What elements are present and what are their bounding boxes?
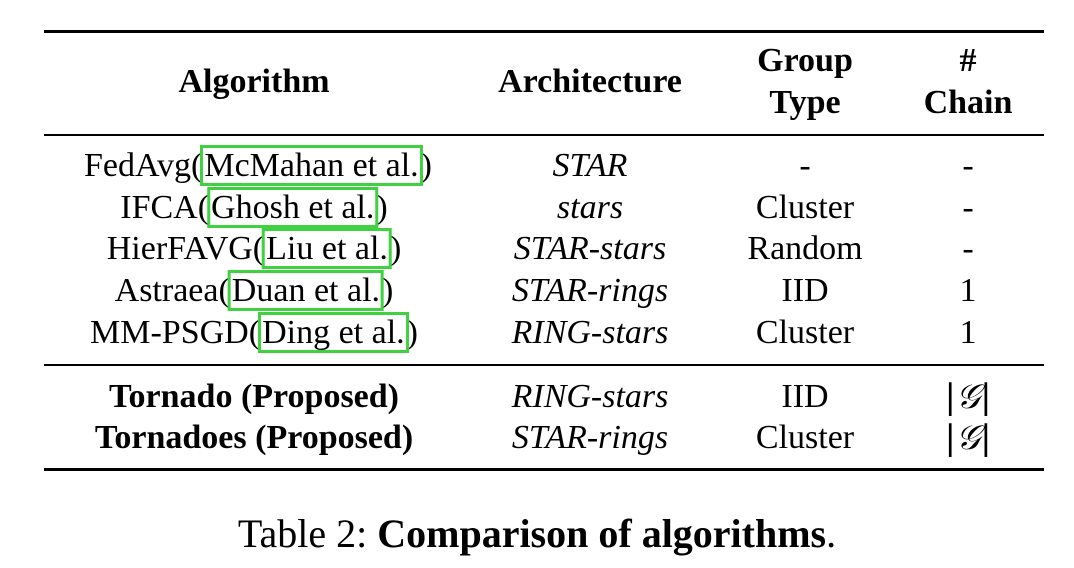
row-architecture: RING-stars (511, 314, 669, 351)
row-architecture: STAR-stars (513, 230, 667, 267)
row-architecture: STAR-rings (511, 272, 669, 309)
caption-label: Table 2: (237, 511, 378, 556)
caption-period: . (826, 511, 837, 556)
header-algorithm: Algorithm (178, 63, 330, 100)
citation-link[interactable]: Liu et al. (262, 228, 392, 269)
top-rule (44, 30, 1044, 33)
row-algorithm: HierFAVG(Liu et al.) (106, 228, 402, 269)
row-group-type: Cluster (755, 419, 855, 456)
row-group-type: - (799, 147, 811, 184)
proposed-algorithm-tornado: Tornado (Proposed) (109, 378, 399, 415)
header-group-line2: Type (769, 84, 841, 121)
citation-link[interactable]: McMahan et al. (200, 145, 423, 186)
row-architecture: RING-stars (511, 378, 669, 415)
row-chain: - (962, 230, 974, 267)
table-caption: Table 2: Comparison of algorithms. (0, 510, 1074, 558)
header-rule (44, 134, 1044, 136)
row-group-type: Random (747, 230, 863, 267)
algorithm-name: HierFAVG( (106, 230, 265, 267)
row-group-type: Cluster (755, 189, 855, 226)
paren-close: ) (406, 314, 418, 351)
algorithm-name: FedAvg( (84, 147, 203, 184)
row-architecture: stars (556, 189, 624, 226)
algorithm-name: Astraea( (114, 272, 230, 309)
row-chain: 1 (959, 272, 977, 309)
header-architecture: Architecture (498, 63, 682, 100)
row-algorithm: IFCA(Ghosh et al.) (120, 187, 388, 228)
row-chain: 1 (959, 314, 977, 351)
paren-close: ) (420, 147, 432, 184)
row-chain: |𝒢| (944, 418, 992, 458)
citation-link[interactable]: Ghosh et al. (207, 187, 379, 228)
row-group-type: IID (781, 378, 829, 415)
paren-close: ) (376, 189, 388, 226)
row-chain: - (962, 147, 974, 184)
citation-link[interactable]: Duan et al. (227, 270, 385, 311)
header-group-line1: Group (757, 42, 853, 79)
row-architecture: STAR (552, 147, 628, 184)
row-group-type: IID (781, 272, 829, 309)
row-chain: |𝒢| (944, 377, 992, 417)
row-algorithm: Astraea(Duan et al.) (114, 270, 394, 311)
row-algorithm: MM-PSGD(Ding et al.) (90, 312, 418, 353)
bottom-rule (44, 468, 1044, 471)
row-chain: - (962, 189, 974, 226)
header-chain-line1: # (959, 42, 977, 79)
row-architecture: STAR-rings (511, 419, 669, 456)
paren-close: ) (382, 272, 394, 309)
section-rule (44, 364, 1044, 366)
row-algorithm: FedAvg(McMahan et al.) (84, 145, 432, 186)
algorithm-name: MM-PSGD( (90, 314, 261, 351)
row-group-type: Cluster (755, 314, 855, 351)
paren-close: ) (389, 230, 402, 267)
proposed-algorithm-tornadoes: Tornadoes (Proposed) (94, 419, 414, 456)
caption-title: Comparison of algorithms (377, 511, 827, 556)
citation-link[interactable]: Ding et al. (258, 312, 409, 353)
header-chain-line2: Chain (923, 84, 1013, 121)
algorithm-name: IFCA( (120, 189, 210, 226)
